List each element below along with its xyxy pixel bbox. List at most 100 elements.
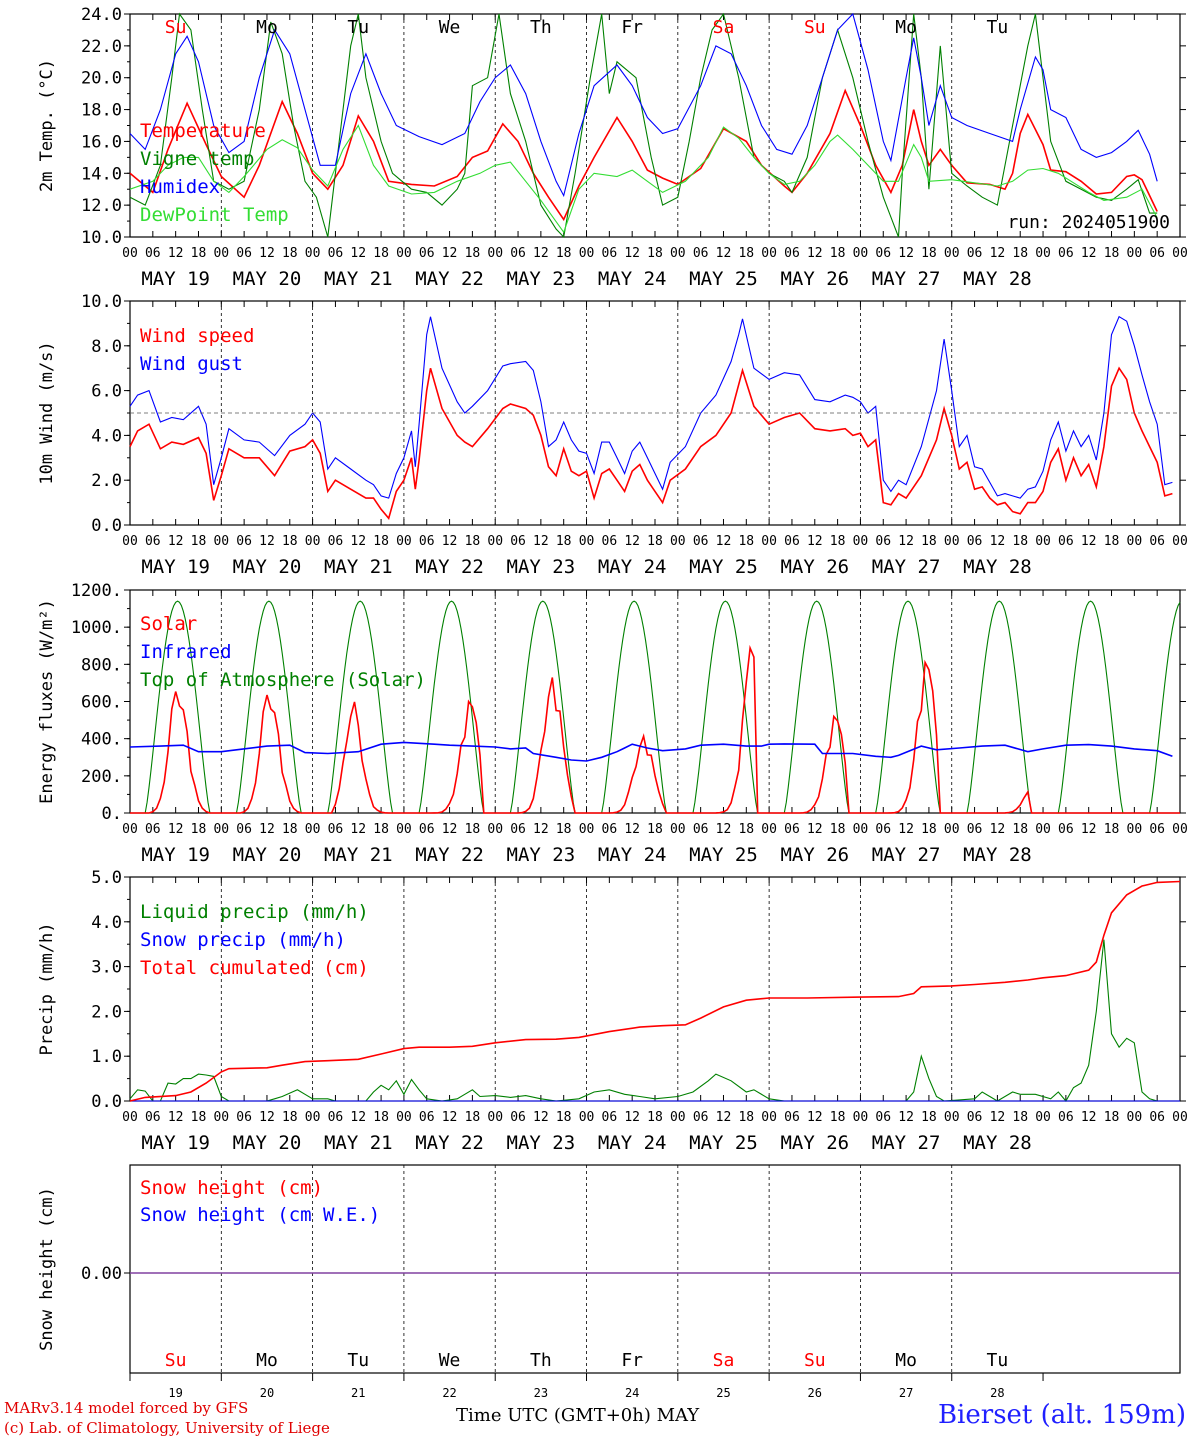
- x-hour-label: 06: [236, 822, 252, 837]
- x-hour-label: 00: [579, 534, 595, 549]
- x-hour-label: 00: [396, 534, 412, 549]
- x-hour-label: 12: [442, 1110, 458, 1125]
- x-hour-label: 00: [487, 822, 503, 837]
- run-annotation: run: 2024051900: [1007, 212, 1170, 233]
- x-hour-label: 18: [191, 534, 207, 549]
- x-hour-label: 18: [373, 246, 389, 261]
- series-humidex: [129, 12, 1158, 198]
- x-hour-label: 00: [853, 534, 869, 549]
- y-tick-label: 4.0: [91, 913, 122, 933]
- x-hour-label: 06: [693, 246, 709, 261]
- x-hour-label: 12: [533, 246, 549, 261]
- day-number-label: 22: [442, 1386, 456, 1400]
- x-hour-label: 00: [670, 822, 686, 837]
- x-hour-label: 12: [990, 246, 1006, 261]
- y-axis-label: Energy fluxes (W/m²): [37, 599, 57, 804]
- x-day-label: MAY 25: [689, 844, 758, 866]
- y-axis-label: 10m Wind (m/s): [37, 341, 57, 484]
- y-tick-label: 16.0: [81, 132, 122, 152]
- x-day-label: MAY 28: [963, 556, 1032, 578]
- x-hour-label: 12: [807, 822, 823, 837]
- weekday-label: Su: [804, 17, 826, 38]
- x-hour-label: 00: [853, 1110, 869, 1125]
- x-day-label: MAY 26: [780, 844, 849, 866]
- x-hour-label: 12: [898, 1110, 914, 1125]
- x-day-label: MAY 20: [233, 1132, 302, 1154]
- x-hour-label: 06: [145, 822, 161, 837]
- x-hour-label: 00: [1035, 822, 1051, 837]
- x-hour-label: 18: [556, 534, 572, 549]
- x-hour-label: 06: [419, 822, 435, 837]
- x-hour-label: 00: [670, 246, 686, 261]
- x-hour-label: 12: [259, 534, 275, 549]
- x-hour-label: 00: [1035, 534, 1051, 549]
- x-day-label: MAY 23: [507, 1132, 576, 1154]
- x-hour-label: 00: [305, 822, 321, 837]
- x-hour-label: 00: [1172, 534, 1188, 549]
- weekday-label: Su: [804, 1350, 826, 1371]
- x-hour-label: 18: [647, 534, 663, 549]
- x-day-label: MAY 20: [233, 844, 302, 866]
- x-hour-label: 18: [738, 822, 754, 837]
- weekday-label: Th: [530, 17, 552, 38]
- x-day-label: MAY 21: [324, 1132, 393, 1154]
- x-day-label: MAY 19: [141, 268, 210, 290]
- weekday-label: Fr: [621, 17, 643, 38]
- weekday-label: Mo: [895, 1350, 917, 1371]
- x-hour-label: 12: [1081, 246, 1097, 261]
- x-hour-label: 12: [168, 534, 184, 549]
- y-tick-label: 12.0: [81, 196, 122, 216]
- series-dewpoint-temp: [129, 124, 1158, 234]
- x-hour-label: 12: [533, 1110, 549, 1125]
- x-hour-label: 12: [716, 534, 732, 549]
- x-hour-label: 00: [122, 822, 138, 837]
- x-hour-label: 18: [921, 822, 937, 837]
- x-hour-label: 18: [647, 1110, 663, 1125]
- x-day-label: MAY 24: [598, 556, 667, 578]
- x-day-label: MAY 24: [598, 844, 667, 866]
- x-day-label: MAY 28: [963, 1132, 1032, 1154]
- weekday-label: We: [439, 17, 461, 38]
- x-hour-label: 06: [419, 1110, 435, 1125]
- weekday-label: Th: [530, 1350, 552, 1371]
- day-number-label: 27: [899, 1386, 913, 1400]
- model-credit: MARv3.14 model forced by GFS: [4, 1399, 249, 1417]
- y-tick-label: 14.0: [81, 164, 122, 184]
- x-hour-label: 18: [556, 1110, 572, 1125]
- x-hour-label: 12: [168, 246, 184, 261]
- x-hour-label: 06: [875, 246, 891, 261]
- x-hour-label: 12: [990, 822, 1006, 837]
- x-day-label: MAY 27: [872, 1132, 941, 1154]
- y-tick-label: 2.0: [91, 1002, 122, 1022]
- x-hour-label: 18: [282, 822, 298, 837]
- x-hour-label: 18: [1012, 534, 1028, 549]
- x-hour-label: 00: [122, 246, 138, 261]
- x-day-label: MAY 27: [872, 268, 941, 290]
- x-hour-label: 00: [122, 1110, 138, 1125]
- x-hour-label: 00: [1172, 246, 1188, 261]
- x-hour-label: 00: [761, 534, 777, 549]
- x-day-label: MAY 28: [963, 268, 1032, 290]
- x-day-label: MAY 25: [689, 1132, 758, 1154]
- weekday-label: Tu: [987, 17, 1009, 38]
- x-hour-label: 00: [944, 246, 960, 261]
- x-day-label: MAY 20: [233, 268, 302, 290]
- x-day-label: MAY 24: [598, 1132, 667, 1154]
- legend-entry: Liquid precip (mm/h): [140, 901, 369, 923]
- x-hour-label: 18: [465, 534, 481, 549]
- x-hour-label: 06: [967, 246, 983, 261]
- x-hour-label: 06: [875, 822, 891, 837]
- x-day-label: MAY 22: [415, 556, 484, 578]
- x-hour-label: 18: [282, 246, 298, 261]
- x-hour-label: 12: [624, 246, 640, 261]
- x-hour-label: 18: [1012, 822, 1028, 837]
- x-hour-label: 12: [624, 1110, 640, 1125]
- x-hour-label: 18: [191, 822, 207, 837]
- x-hour-label: 06: [967, 534, 983, 549]
- x-hour-label: 00: [305, 246, 321, 261]
- x-day-label: MAY 21: [324, 556, 393, 578]
- y-tick-label: 2.0: [91, 471, 122, 491]
- x-hour-label: 18: [647, 822, 663, 837]
- y-tick-label: 8.0: [91, 337, 122, 357]
- x-day-label: MAY 23: [507, 556, 576, 578]
